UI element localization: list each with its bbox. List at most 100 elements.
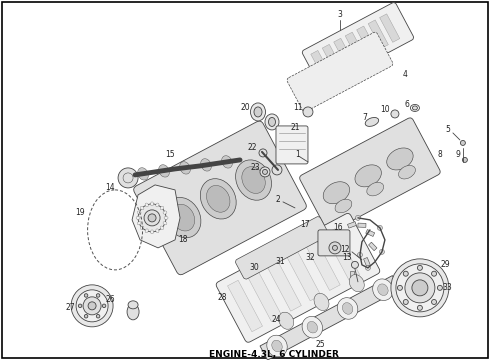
- Text: 5: 5: [445, 125, 450, 134]
- Ellipse shape: [263, 170, 268, 174]
- Text: 14: 14: [105, 183, 115, 192]
- Ellipse shape: [323, 182, 350, 204]
- Ellipse shape: [164, 216, 168, 219]
- Ellipse shape: [349, 275, 364, 292]
- Ellipse shape: [338, 298, 358, 319]
- Ellipse shape: [351, 261, 359, 268]
- Text: 16: 16: [333, 224, 343, 233]
- Ellipse shape: [138, 168, 148, 180]
- Text: 32: 32: [305, 253, 315, 262]
- Text: 12: 12: [340, 246, 350, 255]
- Text: 11: 11: [293, 103, 303, 112]
- Ellipse shape: [302, 316, 322, 338]
- Text: 19: 19: [75, 208, 85, 217]
- Text: 26: 26: [105, 295, 115, 304]
- Ellipse shape: [397, 285, 402, 291]
- Ellipse shape: [88, 302, 96, 310]
- Ellipse shape: [97, 315, 100, 318]
- Ellipse shape: [357, 252, 363, 257]
- Bar: [227, 280, 263, 332]
- Ellipse shape: [367, 182, 384, 196]
- Ellipse shape: [254, 107, 262, 117]
- Ellipse shape: [398, 165, 416, 179]
- Bar: [267, 260, 301, 311]
- Ellipse shape: [171, 204, 195, 231]
- Text: 23: 23: [250, 163, 260, 172]
- Ellipse shape: [365, 117, 379, 126]
- Ellipse shape: [201, 159, 211, 171]
- Ellipse shape: [165, 197, 201, 238]
- Ellipse shape: [272, 165, 282, 175]
- Bar: [260, 276, 400, 360]
- Ellipse shape: [84, 294, 88, 297]
- Ellipse shape: [391, 110, 399, 118]
- Ellipse shape: [138, 204, 166, 232]
- Ellipse shape: [463, 157, 467, 162]
- Text: 28: 28: [217, 293, 227, 302]
- Bar: [347, 222, 356, 228]
- Bar: [247, 270, 282, 321]
- Bar: [286, 249, 321, 301]
- Ellipse shape: [403, 271, 408, 276]
- Bar: [350, 271, 354, 279]
- Text: 8: 8: [438, 150, 442, 159]
- Ellipse shape: [163, 211, 167, 214]
- Text: 27: 27: [65, 303, 75, 312]
- Ellipse shape: [411, 104, 419, 112]
- Ellipse shape: [279, 312, 294, 329]
- Ellipse shape: [412, 280, 428, 296]
- Bar: [358, 223, 366, 228]
- Ellipse shape: [405, 273, 435, 303]
- Ellipse shape: [144, 210, 160, 226]
- Ellipse shape: [343, 303, 353, 314]
- Ellipse shape: [76, 290, 108, 322]
- Ellipse shape: [150, 230, 153, 234]
- Ellipse shape: [432, 300, 437, 305]
- Ellipse shape: [141, 226, 144, 230]
- Text: 1: 1: [295, 150, 300, 159]
- Ellipse shape: [136, 216, 140, 219]
- Text: 6: 6: [404, 100, 409, 109]
- Polygon shape: [132, 185, 180, 248]
- Text: 31: 31: [275, 257, 285, 266]
- Ellipse shape: [417, 305, 422, 310]
- Bar: [368, 20, 389, 48]
- Ellipse shape: [163, 222, 167, 225]
- Ellipse shape: [373, 279, 393, 301]
- Ellipse shape: [83, 297, 101, 315]
- Bar: [380, 14, 400, 42]
- Ellipse shape: [221, 156, 232, 168]
- Text: 7: 7: [363, 113, 368, 122]
- Text: 21: 21: [290, 123, 300, 132]
- Ellipse shape: [403, 300, 408, 305]
- FancyBboxPatch shape: [300, 118, 440, 232]
- Ellipse shape: [267, 335, 287, 357]
- Ellipse shape: [71, 285, 113, 327]
- Bar: [311, 50, 331, 79]
- Ellipse shape: [137, 211, 141, 214]
- Ellipse shape: [329, 242, 341, 254]
- Ellipse shape: [265, 114, 279, 130]
- Ellipse shape: [269, 117, 275, 126]
- Ellipse shape: [160, 206, 164, 210]
- Ellipse shape: [391, 259, 449, 317]
- Bar: [368, 242, 377, 251]
- Text: 13: 13: [342, 253, 352, 262]
- Text: 3: 3: [338, 10, 343, 19]
- Text: ENGINE-4.3L, 6 CYLINDER: ENGINE-4.3L, 6 CYLINDER: [209, 350, 339, 359]
- Ellipse shape: [432, 271, 437, 276]
- Ellipse shape: [335, 199, 352, 213]
- Bar: [364, 257, 370, 266]
- Ellipse shape: [156, 229, 159, 233]
- Ellipse shape: [461, 140, 465, 145]
- Bar: [322, 44, 343, 73]
- Text: 24: 24: [271, 315, 281, 324]
- Text: 15: 15: [165, 150, 175, 159]
- Text: 29: 29: [440, 260, 450, 269]
- Ellipse shape: [272, 340, 282, 352]
- Text: 30: 30: [249, 264, 259, 273]
- FancyBboxPatch shape: [318, 230, 350, 256]
- Bar: [357, 26, 377, 54]
- Ellipse shape: [200, 179, 236, 219]
- Ellipse shape: [366, 265, 370, 270]
